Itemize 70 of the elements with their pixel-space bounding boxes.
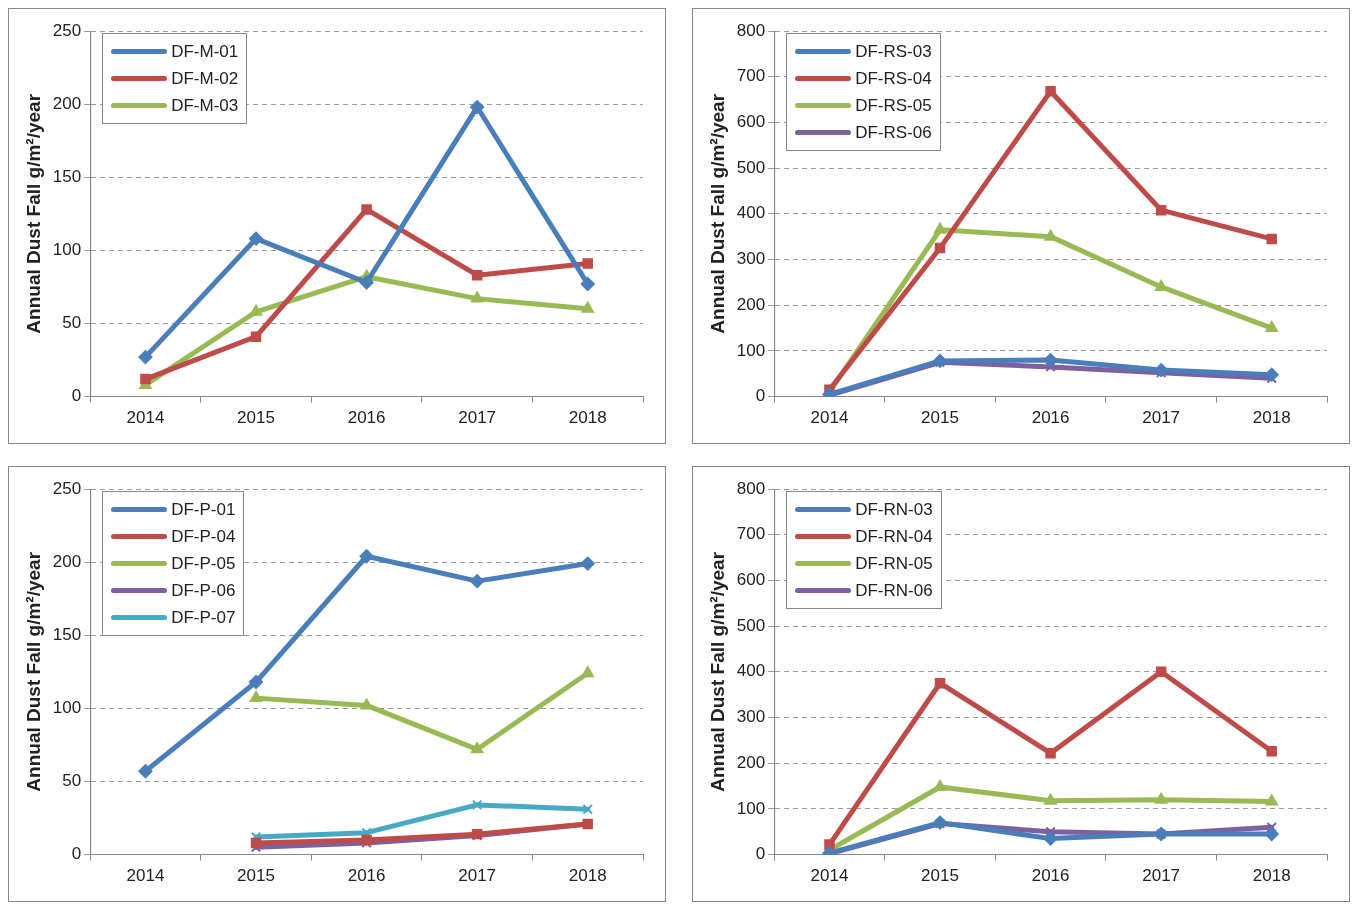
y-tick-label: 500: [736, 157, 766, 177]
x-tick-label: 2017: [458, 866, 497, 886]
x-tick-label: 2014: [810, 408, 849, 428]
legend-label: DF-P-04: [171, 526, 236, 547]
x-tick-label: 2017: [458, 408, 497, 428]
y-tick-label: 800: [736, 478, 766, 498]
y-tick-label: 600: [736, 112, 766, 132]
x-tick-label: 2018: [1252, 408, 1291, 428]
y-tick-label: 0: [755, 386, 766, 406]
y-tick-label: 150: [52, 166, 82, 186]
x-tick-label: 2014: [810, 866, 849, 886]
y-tick-label: 250: [52, 20, 82, 40]
y-tick-label: 300: [736, 249, 766, 269]
x-tick-label: 2015: [921, 408, 959, 428]
legend-label: DF-RN-06: [855, 580, 933, 601]
legend-label: DF-RN-04: [855, 526, 933, 547]
y-tick-label: 700: [736, 524, 766, 544]
x-tick-label: 2016: [1031, 408, 1070, 428]
y-tick-label: 100: [52, 698, 82, 718]
y-tick-label: 100: [736, 340, 766, 360]
x-tick-label: 2018: [568, 866, 607, 886]
y-tick-label: 400: [736, 203, 766, 223]
y-tick-label: 250: [52, 478, 82, 498]
legend-label: DF-P-01: [171, 499, 236, 520]
y-tick-label: 150: [52, 624, 82, 644]
legend-label: DF-M-02: [171, 68, 239, 89]
x-tick-label: 2018: [1252, 866, 1291, 886]
y-tick-label: 700: [736, 66, 766, 86]
y-tick-label: 200: [52, 93, 82, 113]
y-tick-label: 400: [736, 661, 766, 681]
y-tick-label: 200: [736, 752, 766, 772]
legend-label: DF-RS-04: [855, 68, 932, 89]
y-axis-title: Annual Dust Fall g/m²/year: [22, 93, 44, 334]
y-tick-label: 200: [736, 294, 766, 314]
x-tick-label: 2017: [1142, 408, 1181, 428]
y-axis-title: Annual Dust Fall g/m²/year: [706, 551, 728, 792]
x-tick-label: 2017: [1142, 866, 1181, 886]
y-tick-label: 800: [736, 20, 766, 40]
x-tick-label: 2015: [237, 866, 275, 886]
x-tick-label: 2015: [921, 866, 959, 886]
x-tick-label: 2016: [347, 408, 386, 428]
y-tick-label: 0: [71, 844, 82, 864]
y-tick-label: 0: [71, 386, 82, 406]
y-axis-title: Annual Dust Fall g/m²/year: [706, 93, 728, 334]
legend-label: DF-RN-03: [855, 499, 933, 520]
y-tick-label: 0: [755, 844, 766, 864]
y-tick-label: 100: [52, 240, 82, 260]
y-tick-label: 100: [736, 798, 766, 818]
legend-label: DF-P-05: [171, 553, 236, 574]
x-tick-label: 2014: [126, 408, 165, 428]
legend-label: DF-M-03: [171, 95, 239, 116]
legend-label: DF-P-06: [171, 580, 236, 601]
y-tick-label: 200: [52, 551, 82, 571]
legend-label: DF-RN-05: [855, 553, 933, 574]
y-tick-label: 300: [736, 707, 766, 727]
x-tick-label: 2016: [347, 866, 386, 886]
y-tick-label: 50: [62, 313, 82, 333]
x-tick-label: 2015: [237, 408, 275, 428]
y-tick-label: 50: [62, 771, 82, 791]
legend-label: DF-RS-06: [855, 122, 932, 143]
y-axis-title: Annual Dust Fall g/m²/year: [22, 551, 44, 792]
y-tick-label: 500: [736, 615, 766, 635]
y-tick-label: 600: [736, 570, 766, 590]
x-tick-label: 2014: [126, 866, 165, 886]
x-tick-label: 2016: [1031, 866, 1070, 886]
x-tick-label: 2018: [568, 408, 607, 428]
legend-label: DF-RS-03: [855, 41, 932, 62]
legend-label: DF-RS-05: [855, 95, 932, 116]
legend-label: DF-M-01: [171, 41, 239, 62]
legend-label: DF-P-07: [171, 607, 236, 628]
